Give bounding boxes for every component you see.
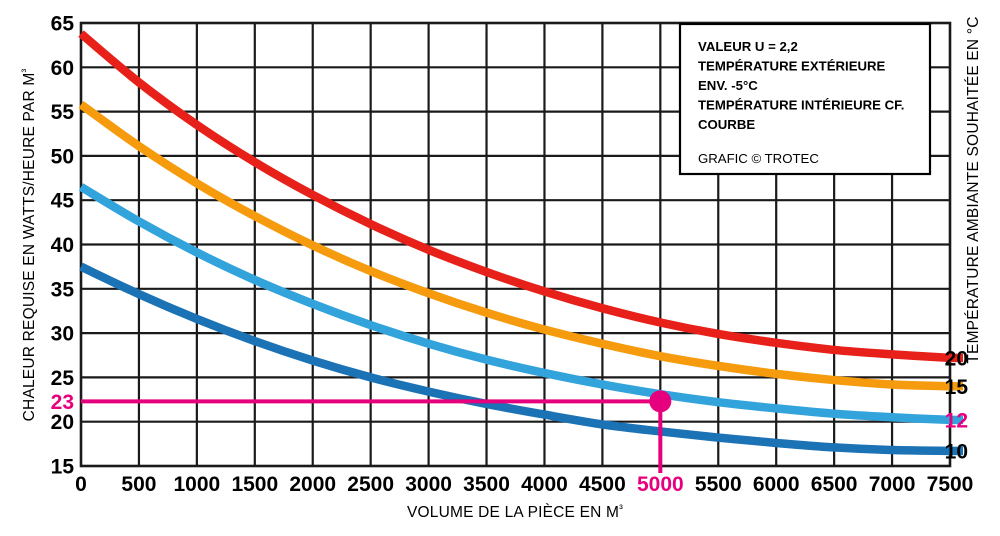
x-axis-title: VOLUME DE LA PIÈCE EN M³ <box>407 503 623 521</box>
x-tick-label-3500: 3500 <box>463 473 510 496</box>
legend-line-2: ENV. -5°C <box>698 78 758 93</box>
right-axis-tick-stubs <box>950 353 963 456</box>
right-axis-title: TEMPÉRATURE AMBIANTE SOUHAITÉE EN °C <box>965 16 982 363</box>
data-series-curve-0 <box>78 30 951 363</box>
plot-border <box>79 21 952 468</box>
y-tick-label-50: 50 <box>51 145 74 168</box>
x-tick-label-7000: 7000 <box>869 473 916 496</box>
y-tick-label-25: 25 <box>51 367 75 390</box>
x-tick-label-0: 0 <box>75 473 87 496</box>
x-axis-tick-labels: 0 500 1000 1500 2000 2500 3000 3500 4000 4500 5000… <box>75 473 973 496</box>
y-tick-label-15: 15 <box>51 456 75 479</box>
y-tick-label-35: 35 <box>51 278 75 301</box>
right-axis-tick-label-10: 10 <box>945 440 968 463</box>
right-axis-tick-label-15: 15 <box>945 376 969 399</box>
right-axis-tick-label-12: 12 <box>945 409 968 432</box>
highlight-annotation <box>81 390 672 473</box>
legend-line-1: TEMPÉRATURE EXTÉRIEURE <box>698 59 886 74</box>
legend-line-3: TEMPÉRATURE INTÉRIEURE CF. <box>698 98 904 113</box>
x-tick-label-1000: 1000 <box>174 473 221 496</box>
legend-text-lines: VALEUR U = 2,2 TEMPÉRATURE EXTÉRIEURE ENV.… <box>698 39 904 132</box>
highlight-marker-point[interactable] <box>649 390 672 413</box>
x-tick-label-4000: 4000 <box>521 473 568 496</box>
y-tick-label-highlight: 23 <box>51 391 74 414</box>
data-series-curve-2 <box>78 183 951 425</box>
x-tick-label-7500: 7500 <box>927 473 974 496</box>
y-tick-label-65: 65 <box>51 13 75 36</box>
legend-box: VALEUR U = 2,2 TEMPÉRATURE EXTÉRIEURE ENV.… <box>678 22 932 176</box>
data-series-curve-1 <box>78 101 951 391</box>
x-tick-label-500: 500 <box>121 473 156 496</box>
right-axis-tick-labels: 20 15 12 10 <box>945 347 969 463</box>
y-tick-label-60: 60 <box>51 57 74 80</box>
x-tick-label-1500: 1500 <box>231 473 278 496</box>
x-tick-label-3000: 3000 <box>405 473 452 496</box>
x-tick-label-5000: 5000 <box>637 473 684 496</box>
legend-line-4: COURBE <box>698 117 755 132</box>
y-axis-title: CHALEUR REQUISE EN WATTS/HEURE PAR M³ <box>20 69 38 422</box>
y-axis-tick-labels: 15 20 25 30 35 40 45 50 55 60 65 23 <box>51 13 75 479</box>
right-axis-tick-label-20: 20 <box>945 347 968 370</box>
y-tick-label-30: 30 <box>51 323 74 346</box>
x-tick-label-2000: 2000 <box>289 473 336 496</box>
legend-box-frame <box>678 22 932 176</box>
x-tick-label-2500: 2500 <box>347 473 394 496</box>
legend-credit: GRAFIC © TROTEC <box>698 151 819 166</box>
x-tick-label-6000: 6000 <box>753 473 800 496</box>
x-tick-label-6500: 6500 <box>811 473 858 496</box>
data-series-curve-3 <box>79 262 951 456</box>
y-tick-label-20: 20 <box>51 411 74 434</box>
x-tick-label-5500: 5500 <box>695 473 742 496</box>
legend-line-0: VALEUR U = 2,2 <box>698 39 798 54</box>
y-tick-label-40: 40 <box>51 234 74 257</box>
y-tick-label-55: 55 <box>51 101 75 124</box>
x-tick-label-4500: 4500 <box>579 473 626 496</box>
y-tick-label-45: 45 <box>51 190 75 213</box>
data-series-group <box>78 30 951 456</box>
